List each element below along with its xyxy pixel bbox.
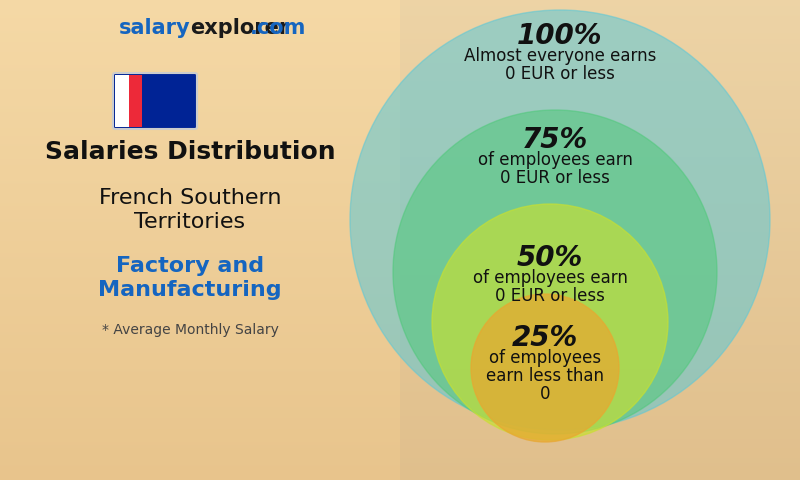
Text: .com: .com [250, 18, 306, 38]
Text: of employees earn: of employees earn [478, 151, 633, 169]
Text: salary: salary [118, 18, 190, 38]
Text: 0 EUR or less: 0 EUR or less [495, 287, 605, 305]
Text: Factory and
Manufacturing: Factory and Manufacturing [98, 256, 282, 300]
Text: 100%: 100% [518, 22, 602, 50]
Circle shape [350, 10, 770, 430]
Text: 0 EUR or less: 0 EUR or less [505, 65, 615, 83]
Circle shape [471, 294, 619, 442]
Text: Almost everyone earns: Almost everyone earns [464, 47, 656, 65]
Text: 75%: 75% [522, 126, 588, 154]
Text: 0: 0 [540, 385, 550, 403]
Bar [130, 75, 142, 127]
Text: earn less than: earn less than [486, 367, 604, 385]
Circle shape [393, 110, 717, 434]
Text: of employees: of employees [489, 349, 601, 367]
Text: Salaries Distribution: Salaries Distribution [45, 140, 335, 164]
Text: * Average Monthly Salary: * Average Monthly Salary [102, 323, 278, 337]
Text: French Southern
Territories: French Southern Territories [98, 188, 282, 232]
Text: 25%: 25% [512, 324, 578, 352]
Text: of employees earn: of employees earn [473, 269, 627, 287]
Text: 50%: 50% [517, 244, 583, 272]
Text: 0 EUR or less: 0 EUR or less [500, 169, 610, 187]
FancyBboxPatch shape [113, 73, 197, 129]
Circle shape [432, 204, 668, 440]
Bar [115, 75, 130, 127]
Text: explorer: explorer [190, 18, 290, 38]
